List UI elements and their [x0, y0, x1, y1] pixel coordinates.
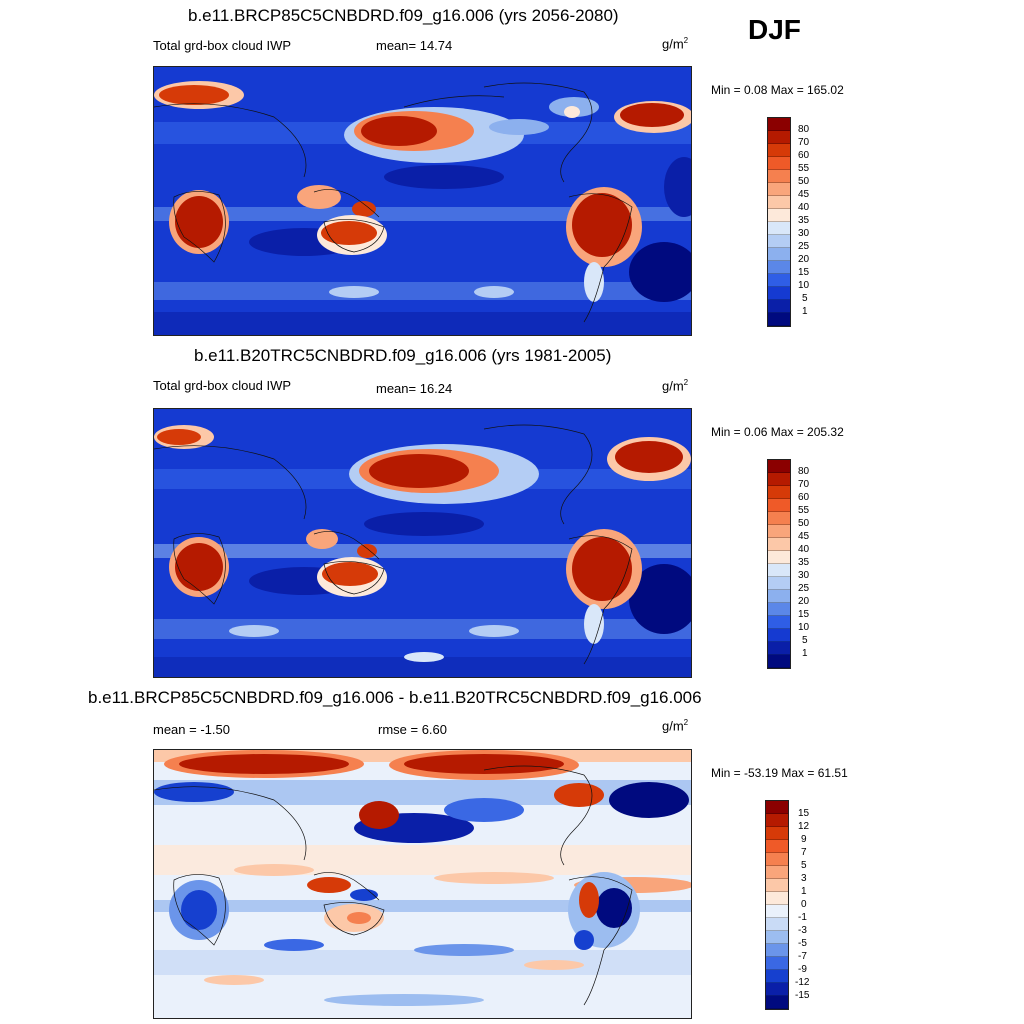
panel1-tick: 55: [798, 163, 810, 174]
panel3-units: g/m2: [662, 718, 689, 734]
panel3-tick: 9: [801, 834, 807, 845]
panel1-units: g/m2: [662, 36, 689, 52]
panel1-colorbar: [767, 117, 791, 327]
panel1-tick: 40: [798, 202, 810, 213]
panel3-map-field: [154, 750, 691, 1018]
panel1-tick: 80: [798, 124, 810, 135]
panel3-tick: 15: [798, 808, 810, 819]
panel1-tick: 45: [798, 189, 810, 200]
panel2-map: [153, 408, 692, 678]
panel1-tick: 70: [798, 137, 810, 148]
panel2-tick: 35: [798, 557, 810, 568]
panel1-tick: 5: [802, 293, 808, 304]
panel2-tick: 50: [798, 518, 810, 529]
panel2-tick: 80: [798, 466, 810, 477]
panel2-title: b.e11.B20TRC5CNBDRD.f09_g16.006 (yrs 198…: [194, 346, 612, 365]
panel2-tick: 5: [802, 635, 808, 646]
panel2-tick: 70: [798, 479, 810, 490]
panel2-tick: 30: [798, 570, 810, 581]
panel3-tick: -9: [798, 964, 807, 975]
panel2-minmax: Min = 0.06 Max = 205.32: [711, 425, 844, 439]
panel1-map-field: [154, 67, 691, 335]
panel1-mean-label: mean= 14.74: [376, 38, 453, 53]
panel1-tick: 1: [802, 306, 808, 317]
panel3-colorbar: [765, 800, 789, 1010]
panel3-tick: 7: [801, 847, 807, 858]
panel1-minmax: Min = 0.08 Max = 165.02: [711, 83, 844, 97]
season-label: DJF: [748, 14, 801, 45]
panel1-tick: 20: [798, 254, 810, 265]
panel3-tick: 3: [801, 873, 807, 884]
panel1-tick: 60: [798, 150, 810, 161]
panel3-tick: 12: [798, 821, 810, 832]
panel2-tick: 1: [802, 648, 808, 659]
panel3-minmax: Min = -53.19 Max = 61.51: [711, 766, 848, 780]
panel3-tick: 0: [801, 899, 807, 910]
panel3-tick: 5: [801, 860, 807, 871]
panel1-title: b.e11.BRCP85C5CNBDRD.f09_g16.006 (yrs 20…: [188, 6, 619, 25]
panel2-colorbar: [767, 459, 791, 669]
panel3-tick: -3: [798, 925, 807, 936]
panel2-tick: 25: [798, 583, 810, 594]
panel2-tick: 60: [798, 492, 810, 503]
panel3-tick: -12: [795, 977, 810, 988]
panel2-tick: 15: [798, 609, 810, 620]
panel2-units: g/m2: [662, 378, 689, 394]
panel1-tick: 30: [798, 228, 810, 239]
panel1-tick: 50: [798, 176, 810, 187]
panel2-tick: 55: [798, 505, 810, 516]
panel3-tick: -5: [798, 938, 807, 949]
panel1-tick: 15: [798, 267, 810, 278]
panel1-map: [153, 66, 692, 336]
panel3-tick: 1: [801, 886, 807, 897]
panel2-tick: 10: [798, 622, 810, 633]
panel2-variable-label: Total grd-box cloud IWP: [153, 378, 292, 393]
panel1-tick: 35: [798, 215, 810, 226]
panel2-tick: 45: [798, 531, 810, 542]
panel1-tick: 10: [798, 280, 810, 291]
panel2-tick: 40: [798, 544, 810, 555]
panel3-tick: -1: [798, 912, 807, 923]
panel3-mean-label: mean = -1.50: [153, 722, 230, 737]
panel3-tick: -7: [798, 951, 807, 962]
panel3-tick: -15: [795, 990, 810, 1001]
panel2-tick: 20: [798, 596, 810, 607]
panel3-rmse-label: rmse = 6.60: [378, 722, 448, 737]
panel2-map-field: [154, 409, 691, 677]
panel1-tick: 25: [798, 241, 810, 252]
panel3-map: [153, 749, 692, 1019]
panel2-mean-label: mean= 16.24: [376, 381, 453, 396]
panel1-variable-label: Total grd-box cloud IWP: [153, 38, 292, 53]
panel3-title: b.e11.BRCP85C5CNBDRD.f09_g16.006 - b.e11…: [88, 688, 702, 707]
